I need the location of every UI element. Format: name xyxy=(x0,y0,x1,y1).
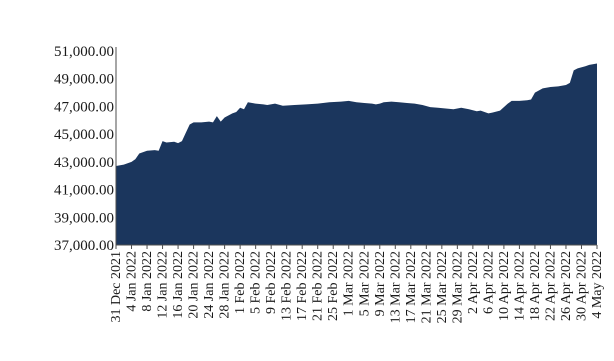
area-series xyxy=(116,63,597,245)
x-tick-label: 21 Feb 2022 xyxy=(311,251,326,321)
x-tick-label: 6 Apr 2022 xyxy=(481,251,496,314)
x-tick-label: 30 Apr 2022 xyxy=(574,251,589,321)
y-tick-label: 39,000.00 xyxy=(54,210,114,226)
x-tick-label: 24 Jan 2022 xyxy=(202,251,217,319)
x-tick-label: 9 Feb 2022 xyxy=(264,251,279,314)
x-tick-label: 28 Jan 2022 xyxy=(218,251,233,319)
y-tick-label: 51,000.00 xyxy=(54,44,114,60)
y-tick-label: 49,000.00 xyxy=(54,72,114,88)
x-tick-label: 8 Jan 2022 xyxy=(140,251,155,312)
x-tick-label: 29 Mar 2022 xyxy=(450,251,465,323)
y-tick-label: 37,000.00 xyxy=(54,238,114,254)
x-tick-label: 25 Feb 2022 xyxy=(326,251,341,321)
x-tick-label: 17 Mar 2022 xyxy=(404,251,419,323)
x-tick-label: 25 Mar 2022 xyxy=(435,251,450,323)
x-tick-label: 31 Dec 2021 xyxy=(109,251,124,323)
x-axis: 31 Dec 2021 4 Jan 2022 8 Jan 2022 12 Jan 20… xyxy=(109,244,605,323)
x-tick-label: 12 Jan 2022 xyxy=(156,251,171,319)
plot-area xyxy=(116,63,597,245)
x-tick-label: 1 Feb 2022 xyxy=(233,251,248,314)
x-tick-label: 21 Mar 2022 xyxy=(419,251,434,323)
x-tick-label: 18 Apr 2022 xyxy=(528,251,543,321)
y-tick-label: 43,000.00 xyxy=(54,155,114,171)
y-tick-label: 45,000.00 xyxy=(54,127,114,143)
x-tick-label: 5 Mar 2022 xyxy=(357,251,372,316)
x-tick-label: 4 May 2022 xyxy=(590,251,605,319)
x-tick-label: 14 Apr 2022 xyxy=(512,251,527,321)
x-tick-label: 2 Apr 2022 xyxy=(466,251,481,314)
x-tick-label: 16 Jan 2022 xyxy=(171,251,186,319)
x-tick-label: 13 Mar 2022 xyxy=(388,251,403,323)
x-tick-label: 20 Jan 2022 xyxy=(187,251,202,319)
x-tick-label: 5 Feb 2022 xyxy=(249,251,264,314)
x-tick-label: 1 Mar 2022 xyxy=(342,251,357,316)
y-tick-label: 41,000.00 xyxy=(54,183,114,199)
x-tick-label: 26 Apr 2022 xyxy=(559,251,574,321)
y-axis: 37,000.00 39,000.00 41,000.00 43,000.00 45,0… xyxy=(54,44,117,254)
x-tick-label: 10 Apr 2022 xyxy=(497,251,512,321)
x-tick-label: 9 Mar 2022 xyxy=(373,251,388,316)
x-tick-label: 17 Feb 2022 xyxy=(295,251,310,321)
x-tick-label: 13 Feb 2022 xyxy=(280,251,295,321)
x-tick-label: 22 Apr 2022 xyxy=(543,251,558,321)
x-tick-label: 4 Jan 2022 xyxy=(125,251,140,312)
y-tick-label: 47,000.00 xyxy=(54,99,114,115)
